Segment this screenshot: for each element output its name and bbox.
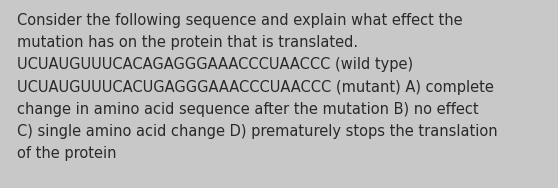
- Text: Consider the following sequence and explain what effect the: Consider the following sequence and expl…: [17, 13, 463, 28]
- Text: mutation has on the protein that is translated.: mutation has on the protein that is tran…: [17, 35, 358, 50]
- Text: UCUAUGUUUCACUGAGGGAAACCCUAACCC (mutant) A) complete: UCUAUGUUUCACUGAGGGAAACCCUAACCC (mutant) …: [17, 80, 494, 95]
- Text: UCUAUGUUUCACAGAGGGAAACCCUAACCC (wild type): UCUAUGUUUCACAGAGGGAAACCCUAACCC (wild typ…: [17, 57, 413, 72]
- Text: change in amino acid sequence after the mutation B) no effect: change in amino acid sequence after the …: [17, 102, 479, 117]
- Text: C) single amino acid change D) prematurely stops the translation: C) single amino acid change D) premature…: [17, 124, 498, 139]
- Text: of the protein: of the protein: [17, 146, 117, 161]
